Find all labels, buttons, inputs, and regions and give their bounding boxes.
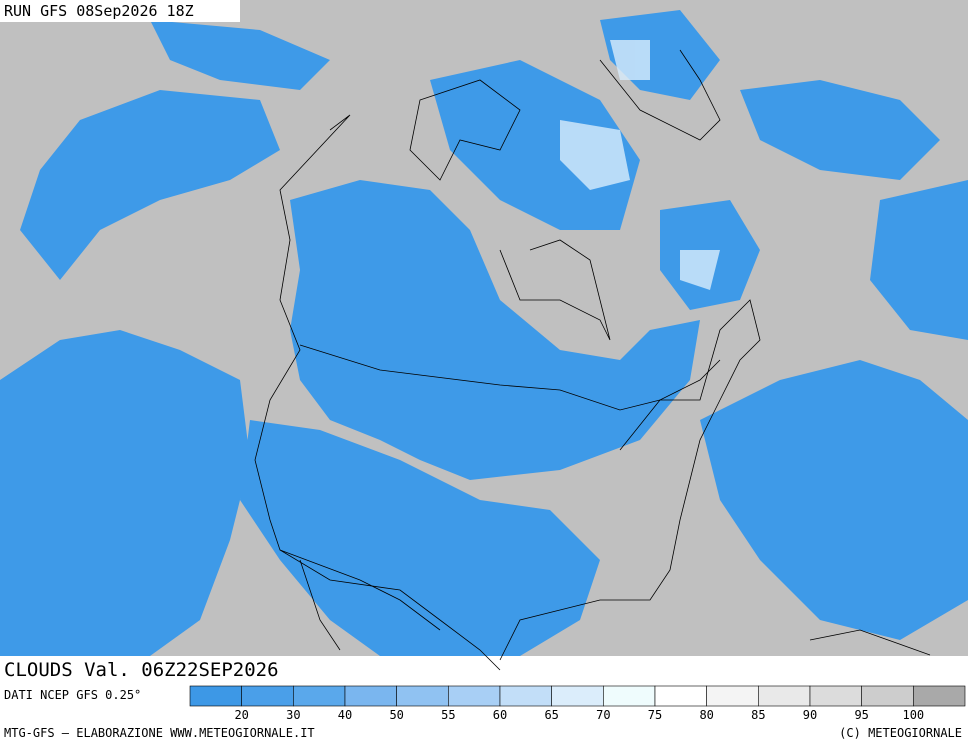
header-box [0, 0, 240, 22]
colorbar-swatch [189, 685, 242, 707]
data-source: DATI NCEP GFS 0.25° [4, 688, 141, 702]
border [279, 549, 441, 631]
coastline [599, 49, 721, 141]
cloud-area [150, 20, 330, 90]
label-box [0, 656, 413, 684]
cloud-area [0, 330, 250, 656]
coastline [809, 629, 931, 656]
cloud-area [700, 360, 968, 640]
coastline [409, 79, 521, 181]
cloud-area [740, 80, 940, 180]
map-label: CLOUDS Val. 06Z22SEP2026 [4, 659, 279, 681]
colorbar-swatch [758, 685, 811, 707]
colorbar-label: 60 [493, 708, 507, 722]
colorbar-label: 55 [441, 708, 455, 722]
colorbar-swatch [603, 685, 656, 707]
colorbar-label: 75 [648, 708, 662, 722]
colorbar-swatch [809, 685, 862, 707]
cloud-highlight [680, 250, 720, 290]
colorbar-swatch [293, 685, 346, 707]
cloud-highlights [560, 40, 720, 290]
colorbar-swatch [241, 685, 294, 707]
colorbar: 20 30 40 50 55 60 65 70 75 80 85 90 95 100 [189, 685, 966, 722]
colorbar-swatch [396, 685, 449, 707]
colorbar-label: 65 [544, 708, 558, 722]
colorbar-label: 80 [699, 708, 713, 722]
colorbar-label: 40 [338, 708, 352, 722]
footer-left: MTG-GFS — ELABORAZIONE WWW.METEOGIORNALE… [4, 726, 315, 740]
border [299, 344, 721, 411]
colorbar-label: 70 [596, 708, 610, 722]
colorbar-label: 30 [286, 708, 300, 722]
cloud-area [870, 180, 968, 340]
coastline [299, 559, 341, 651]
coastline [499, 239, 611, 341]
cloud-area [240, 420, 600, 656]
colorbar-label: 85 [751, 708, 765, 722]
colorbar-label: 95 [854, 708, 868, 722]
coastline [254, 114, 501, 671]
cloud-area [20, 90, 280, 280]
colorbar-swatch [499, 685, 552, 707]
colorbar-swatch [551, 685, 604, 707]
colorbar-swatch [448, 685, 501, 707]
colorbar-label: 20 [234, 708, 248, 722]
run-title: RUN GFS 08Sep2026 18Z [4, 2, 194, 20]
colorbar-label: 100 [902, 708, 924, 722]
colorbar-swatch [654, 685, 707, 707]
cloud-highlight [560, 120, 630, 190]
colorbar-swatch [861, 685, 914, 707]
colorbar-swatch [913, 685, 966, 707]
colorbar-swatch [706, 685, 759, 707]
cloud-highlight [610, 40, 650, 80]
colorbar-label: 90 [803, 708, 817, 722]
colorbar-label: 50 [389, 708, 403, 722]
coastlines [254, 49, 931, 671]
cloud-areas [0, 10, 968, 656]
coastline [499, 299, 761, 661]
cloud-area [290, 180, 700, 480]
footer-right: (C) METEOGIORNALE [839, 726, 962, 740]
colorbar-swatch [344, 685, 397, 707]
